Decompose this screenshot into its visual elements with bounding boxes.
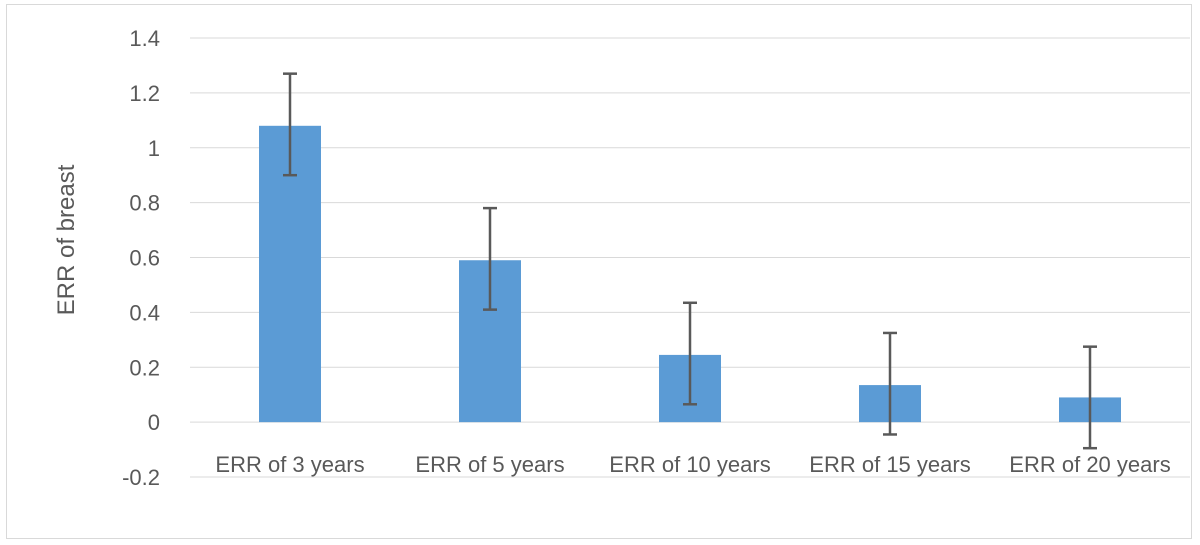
- x-category-label: ERR of 10 years: [609, 452, 770, 477]
- y-tick-label: 0.6: [129, 246, 160, 271]
- error-bar: [283, 72, 297, 177]
- y-tick-label: 1.2: [129, 81, 160, 106]
- y-axis-title: ERR of breast: [53, 164, 80, 315]
- x-category-label: ERR of 20 years: [1009, 452, 1170, 477]
- y-tick-label: 1: [148, 136, 160, 161]
- gridlines: [190, 37, 1190, 478]
- x-axis-category-labels: ERR of 3 years ERR of 5 years ERR of 10 ye…: [215, 452, 1170, 477]
- x-category-label: ERR of 5 years: [415, 452, 564, 477]
- error-bar: [683, 301, 697, 406]
- y-axis-tick-labels: -0.2 0 0.2 0.4 0.6 0.8 1 1.2 1.4: [122, 26, 160, 490]
- error-bar: [883, 331, 897, 436]
- y-tick-label: 0.4: [129, 300, 160, 325]
- error-bar: [1083, 345, 1097, 450]
- y-tick-label: -0.2: [122, 465, 160, 490]
- y-tick-label: 1.4: [129, 26, 160, 51]
- x-category-label: ERR of 3 years: [215, 452, 364, 477]
- y-tick-label: 0: [148, 410, 160, 435]
- error-bar: [483, 206, 497, 311]
- error-bars: [283, 72, 1097, 450]
- x-category-label: ERR of 15 years: [809, 452, 970, 477]
- y-tick-label: 0.8: [129, 191, 160, 216]
- y-tick-label: 0.2: [129, 355, 160, 380]
